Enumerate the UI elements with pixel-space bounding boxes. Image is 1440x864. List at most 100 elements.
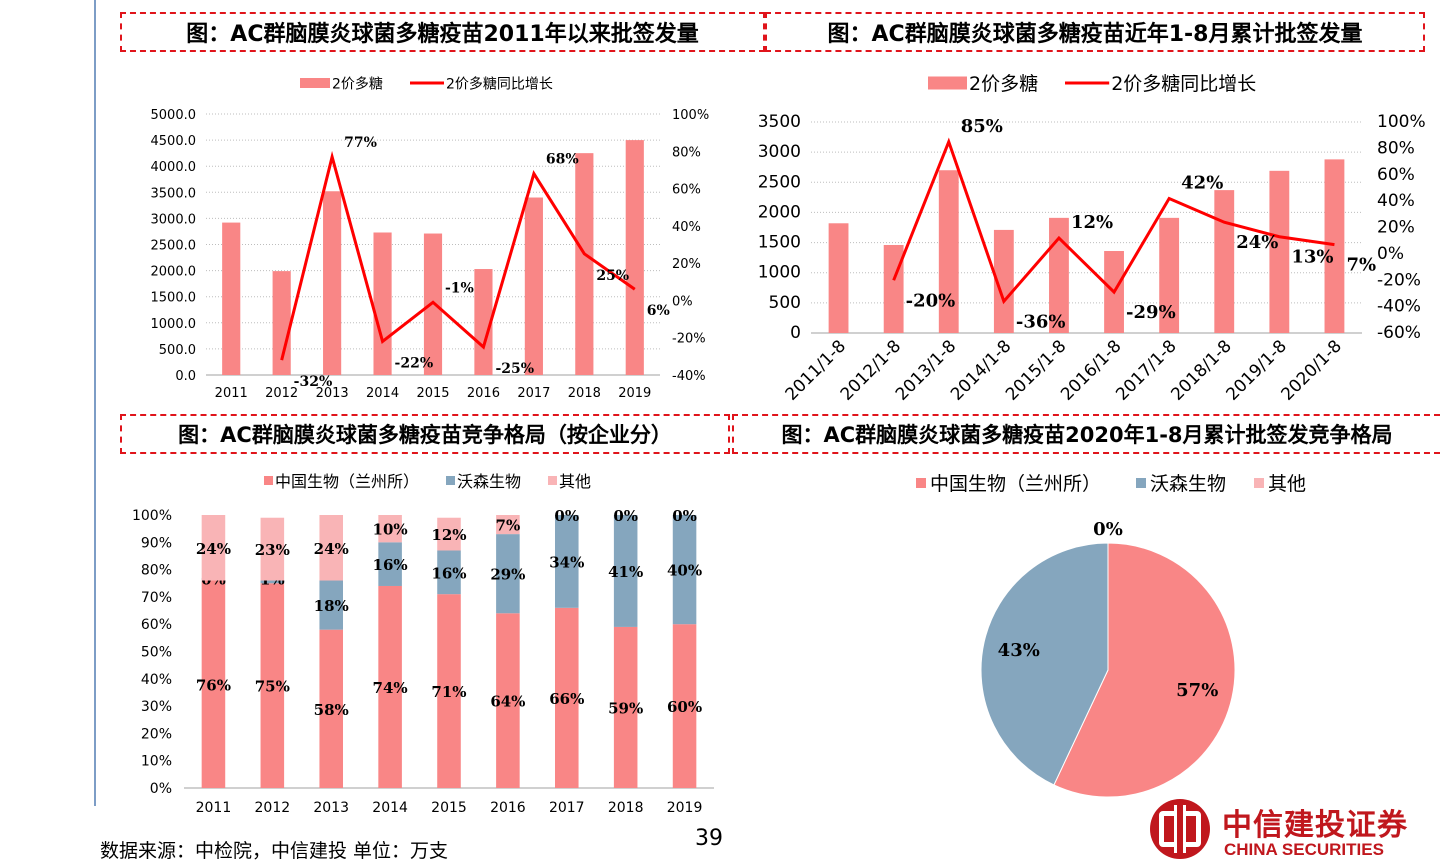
c4-legend-swatch: [916, 478, 926, 488]
china-securities-logo-icon: [1150, 799, 1210, 859]
c3-x-tick-label: 2015: [431, 800, 467, 816]
c3-x-tick-label: 2018: [608, 800, 644, 816]
c3-x-tick-label: 2014: [372, 800, 408, 816]
c3-stacked-bar-segment: [555, 607, 579, 788]
c4-slice-label: 57%: [1176, 680, 1218, 701]
c1-x-tick-label: 2017: [517, 386, 550, 401]
c3-x-tick-label: 2016: [490, 800, 526, 816]
c1-left-tick-label: 5000.0: [151, 108, 197, 123]
c1-growth-line: [280, 150, 636, 361]
c1-x-tick-label: 2016: [467, 386, 500, 401]
c1-growth-data-label: -32%: [294, 374, 333, 390]
c2-growth-data-label: -29%: [1126, 302, 1176, 323]
c2-right-tick-label: 40%: [1377, 191, 1415, 211]
c2-left-tick-label: 0: [790, 323, 801, 343]
c3-data-label: 66%: [549, 690, 584, 708]
c2-right-tick-label: 60%: [1377, 165, 1415, 185]
c2-bar: [938, 170, 959, 333]
c1-growth-data-label: 77%: [344, 135, 377, 151]
c2-left-tick-label: 500: [769, 293, 801, 313]
c1-right-tick-label: 60%: [672, 183, 701, 198]
c1-legend-bar-swatch: [300, 78, 330, 88]
c1-left-tick-label: 3000.0: [151, 212, 197, 227]
c2-growth-data-label: 24%: [1236, 232, 1278, 253]
c3-stacked-bar-segment: [555, 515, 579, 608]
c3-data-label: 75%: [255, 678, 290, 696]
c2-legend-bar-swatch: [928, 76, 967, 90]
c3-y-tick-label: 100%: [132, 508, 172, 524]
chart3-title: 图：AC群脑膜炎球菌多糖疫苗竞争格局（按企业分）: [120, 414, 730, 454]
c2-legend-line-label: 2价多糖同比增长: [1111, 73, 1256, 95]
c4-legend-swatch: [1136, 478, 1146, 488]
c2-left-tick-label: 3500: [758, 112, 801, 132]
c3-data-label: 34%: [549, 553, 584, 571]
c3-y-tick-label: 70%: [141, 590, 172, 606]
c3-stacked-bar-segment: [319, 629, 343, 788]
c3-stacked-bar-segment: [378, 542, 402, 586]
c2-growth-data-label: 42%: [1181, 172, 1223, 193]
c1-bar: [373, 232, 392, 375]
c4-slice-label: 43%: [998, 640, 1040, 661]
c2-right-tick-label: -20%: [1377, 270, 1421, 290]
c1-x-tick-label: 2015: [416, 386, 449, 401]
c2-growth-data-label: 12%: [1071, 212, 1113, 233]
c1-left-tick-label: 3500.0: [151, 186, 197, 201]
c4-pie-slice: [980, 542, 1109, 786]
c3-stacked-bar-segment: [496, 515, 520, 535]
c3-stacked-bar-segment: [260, 583, 285, 788]
c1-bar: [474, 269, 493, 375]
c3-stacked-bar-segment: [378, 515, 402, 543]
c1-left-tick-label: 2000.0: [151, 265, 197, 280]
c2-bar: [828, 223, 849, 333]
c3-stacked-bar-segment: [613, 626, 638, 788]
c3-data-label: 0%: [613, 507, 638, 525]
left-divider-line: [94, 0, 96, 806]
c3-stacked-bar-segment: [260, 517, 285, 581]
c3-legend-label: 中国生物（兰州所）: [275, 472, 419, 491]
c3-y-tick-label: 80%: [141, 563, 172, 579]
c3-stacked-bar-segment: [672, 624, 697, 788]
c3-data-label: 41%: [608, 563, 643, 581]
c3-stacked-bar-segment: [319, 580, 343, 630]
c2-bar: [883, 244, 904, 333]
c3-stacked-bar-segment: [496, 613, 520, 788]
c3-stacked-bar-segment: [672, 515, 697, 625]
c1-left-tick-label: 1000.0: [151, 317, 197, 332]
c2-right-tick-label: 0%: [1377, 244, 1404, 264]
c2-x-tick-label: 2020/1-8: [1278, 336, 1346, 404]
c1-legend-bar-label: 2价多糖: [332, 75, 383, 92]
c3-stacked-bar-segment: [319, 515, 343, 581]
c3-data-label: 74%: [373, 679, 408, 697]
c3-data-label: 24%: [314, 540, 349, 558]
c3-stacked-bar-segment: [201, 515, 226, 581]
c3-x-tick-label: 2012: [255, 800, 291, 816]
c3-y-tick-label: 40%: [141, 672, 172, 688]
c2-left-tick-label: 2000: [758, 202, 801, 222]
c3-data-label: 18%: [314, 597, 349, 615]
c3-stacked-bar-segment: [437, 550, 461, 595]
c3-data-label: 7%: [496, 517, 521, 535]
c2-bar: [993, 229, 1014, 333]
c2-right-tick-label: -40%: [1377, 297, 1421, 317]
c3-stacked-bar-segment: [437, 594, 461, 788]
c2-growth-data-label: 7%: [1346, 255, 1376, 276]
c3-stacked-bar-segment: [201, 580, 226, 788]
c2-bar: [1324, 159, 1345, 333]
c1-bar: [272, 271, 291, 375]
c1-x-tick-label: 2018: [568, 386, 601, 401]
c1-x-tick-label: 2011: [215, 386, 248, 401]
c1-bar: [524, 197, 543, 375]
c1-bar: [323, 191, 342, 375]
c1-right-tick-label: -20%: [672, 332, 706, 347]
c1-right-tick-label: 20%: [672, 257, 701, 272]
c3-y-tick-label: 10%: [141, 754, 172, 770]
c1-growth-data-label: 25%: [596, 268, 629, 284]
c1-growth-data-label: -25%: [495, 361, 534, 377]
c3-data-label: 71%: [431, 683, 466, 701]
c3-data-label: 16%: [373, 556, 408, 574]
c2-bar: [1269, 170, 1290, 333]
c3-y-tick-label: 20%: [141, 726, 172, 742]
c3-x-tick-label: 2017: [549, 800, 585, 816]
c1-right-tick-label: 80%: [672, 145, 701, 160]
c1-x-tick-label: 2019: [618, 386, 651, 401]
